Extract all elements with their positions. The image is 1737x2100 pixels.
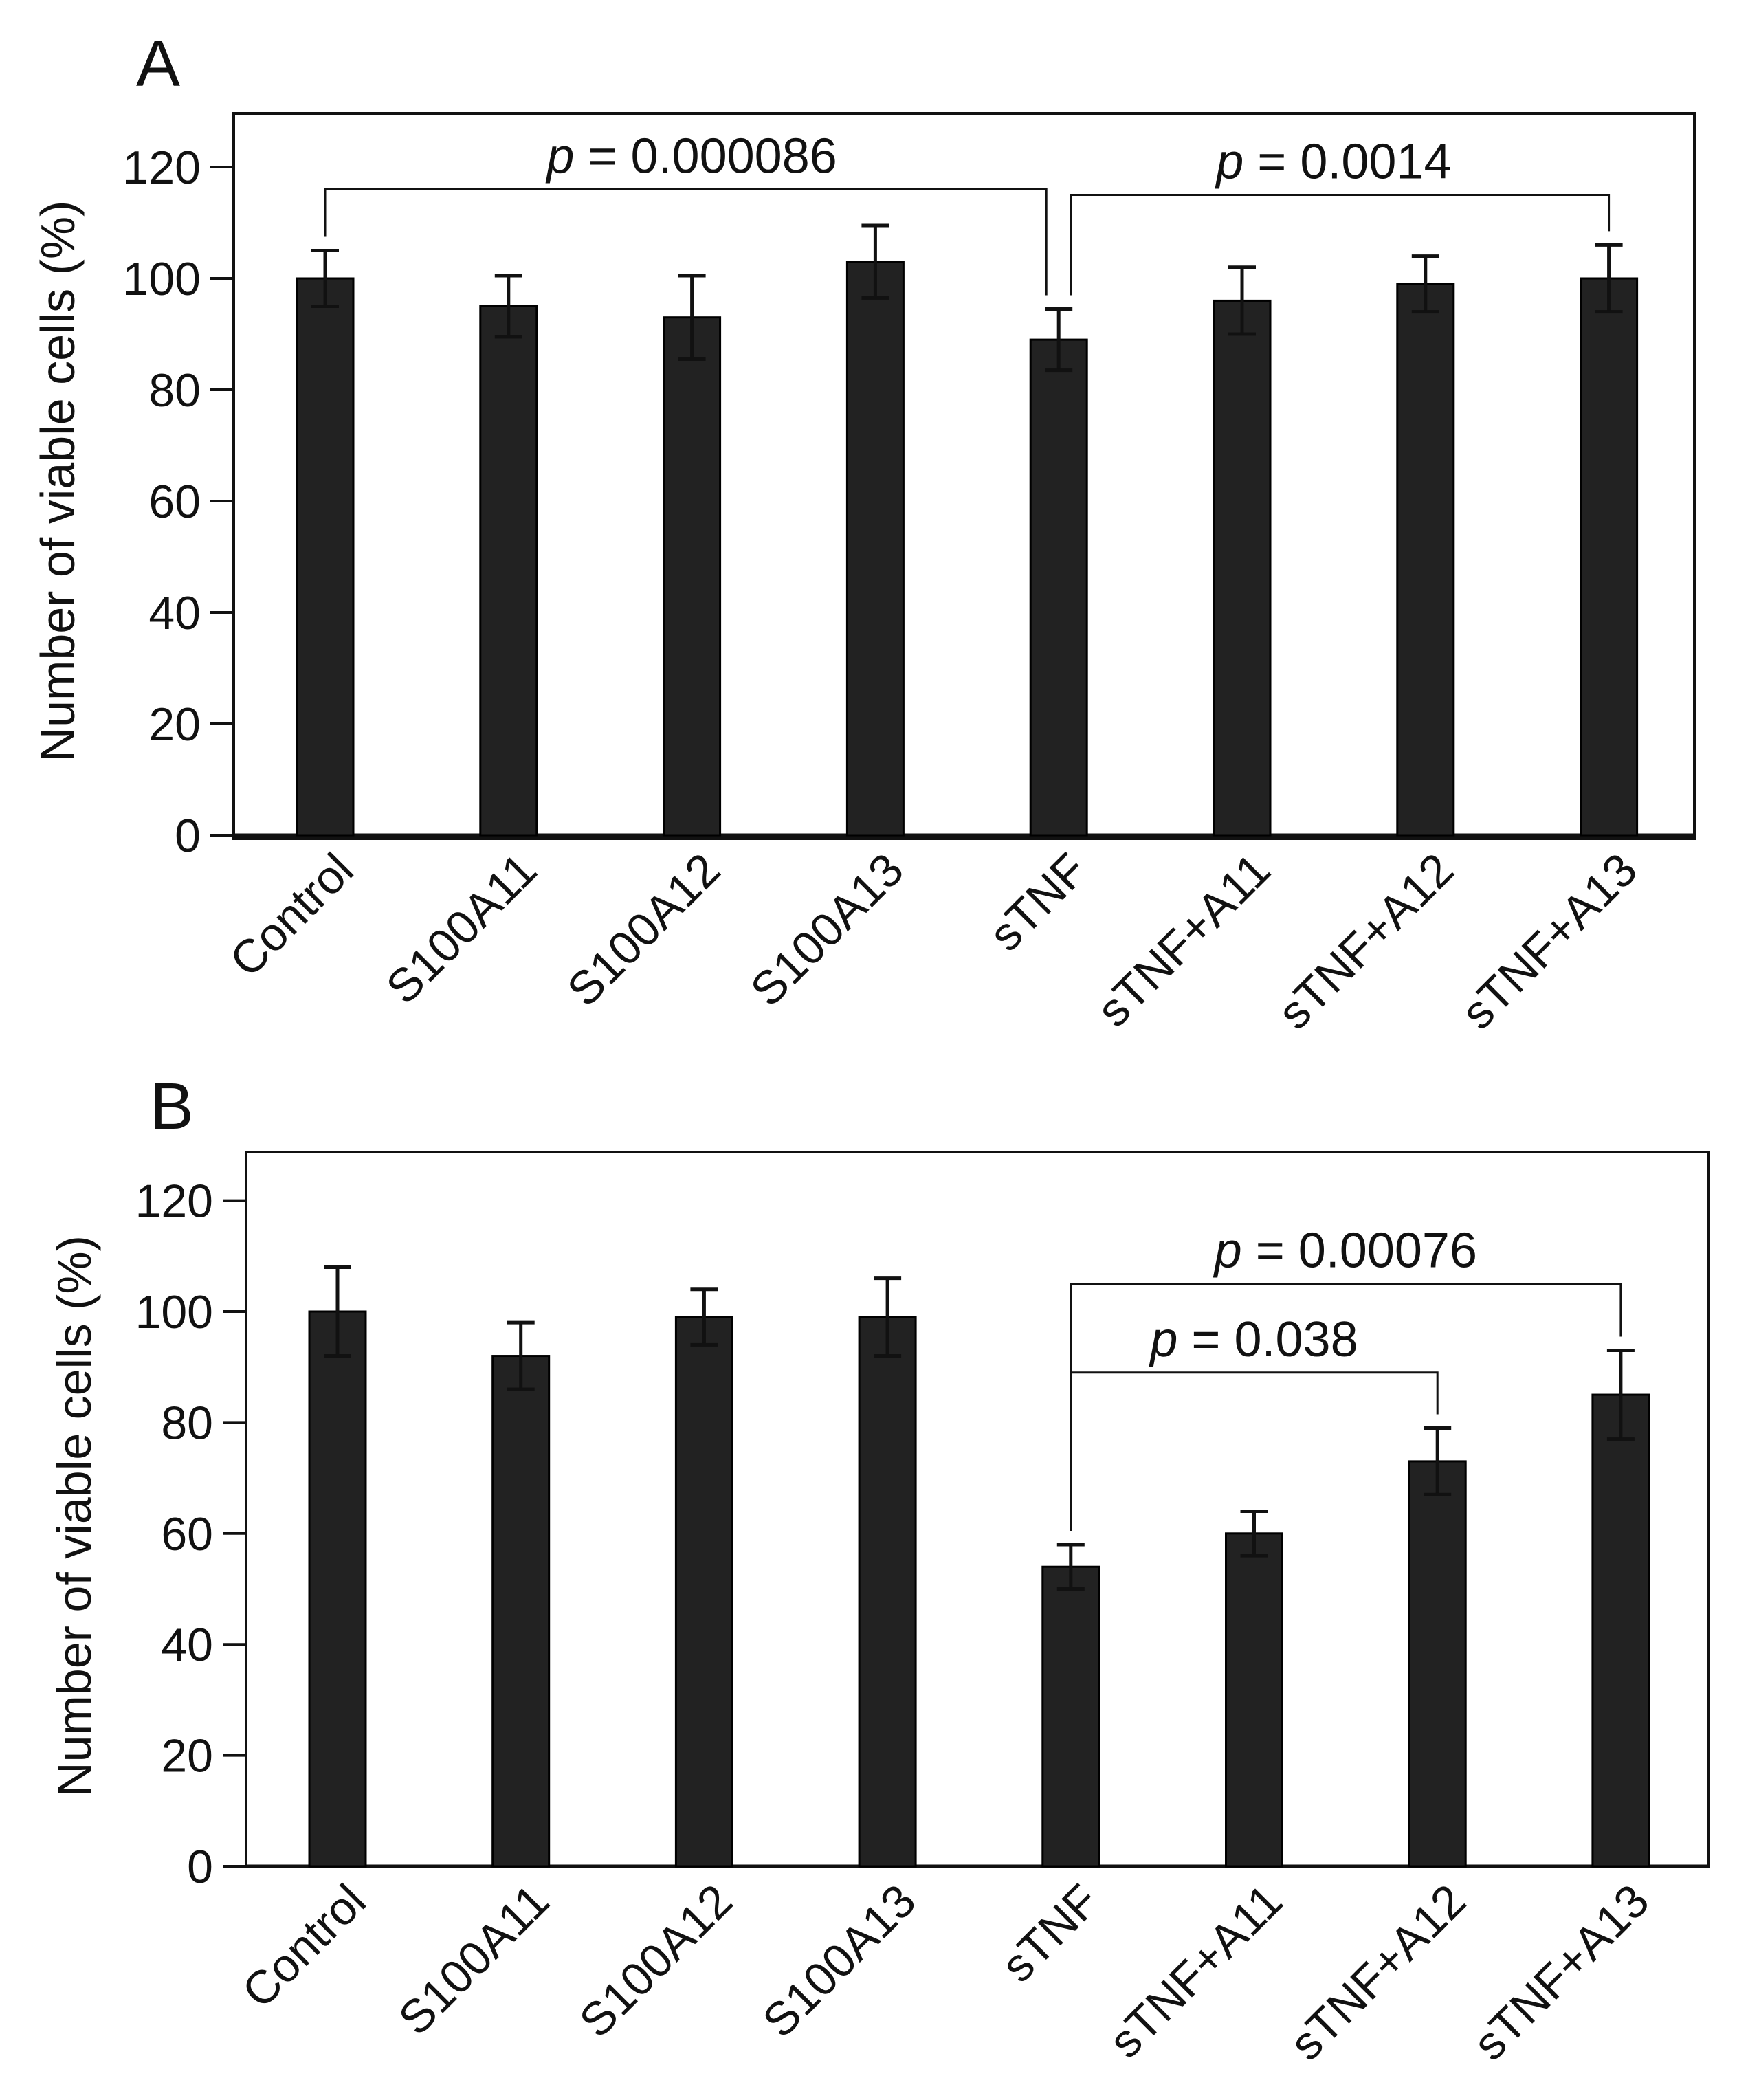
y-tick-label: 80	[161, 1397, 213, 1449]
bar-stnf-plus-a11	[1213, 299, 1272, 837]
category-label: sTNF+A12	[1280, 1875, 1476, 2070]
significance-label: p = 0.038	[1149, 1312, 1358, 1367]
y-tick-label: 80	[148, 364, 201, 417]
y-tick-label: 100	[135, 1286, 213, 1338]
y-tick-label: 100	[123, 253, 201, 305]
plot-frame	[232, 112, 1696, 840]
panel-b: B 0 20 40 60 80 100 120 Number of viable cells (…	[47, 1070, 1710, 2070]
plot-frame	[245, 1151, 1710, 1868]
y-tick-label: 40	[148, 587, 201, 639]
y-tick-label: 0	[187, 1841, 213, 1893]
y-tick-label: 20	[148, 698, 201, 751]
bar-stnf-plus-a12	[1408, 1460, 1467, 1868]
bar-s100a13	[845, 261, 905, 837]
category-label: S100A13	[753, 1875, 926, 2048]
significance-bracket	[324, 188, 1048, 296]
bar-control	[296, 277, 355, 837]
category-label: S100A11	[388, 1875, 559, 2045]
bar-stnf-plus-a11	[1225, 1532, 1283, 1868]
bar-s100a13	[858, 1316, 917, 1868]
significance-label: p = 0.0014	[1215, 135, 1451, 190]
category-label: S100A11	[376, 843, 546, 1014]
bar-s100a12	[663, 316, 722, 837]
y-tick-label: 60	[148, 476, 201, 528]
panel-a: A 0 20 40 60 80 100 120 Number of viable cells (…	[31, 27, 1696, 1039]
y-tick-label: 120	[123, 142, 201, 194]
bar-stnf	[1041, 1565, 1100, 1868]
category-label: sTNF+A13	[1463, 1875, 1659, 2070]
y-tick-label: 120	[135, 1175, 213, 1228]
significance-bracket	[1070, 194, 1611, 296]
bar-stnf-plus-a13	[1580, 277, 1639, 837]
category-label: Control	[232, 1875, 376, 2018]
significance-label: p = 0.00076	[1213, 1224, 1477, 1279]
panel-letter: B	[150, 1070, 194, 1143]
category-label: S100A12	[557, 843, 731, 1017]
category-label: sTNF+A11	[1099, 1875, 1292, 2068]
bar-s100a11	[491, 1355, 551, 1868]
y-tick-label: 0	[175, 810, 201, 862]
category-label: sTNF+A11	[1087, 843, 1280, 1037]
y-tick-label: 60	[161, 1508, 213, 1560]
category-label: sTNF	[980, 843, 1097, 961]
bar-stnf-plus-a12	[1396, 283, 1455, 837]
bar-stnf-plus-a13	[1591, 1393, 1650, 1868]
category-label: sTNF	[991, 1875, 1109, 1992]
y-tick-label: 20	[161, 1730, 213, 1782]
category-label: sTNF+A12	[1268, 843, 1464, 1039]
bar-stnf	[1029, 338, 1088, 837]
category-label: sTNF+A13	[1451, 843, 1647, 1039]
category-label: S100A12	[569, 1875, 742, 2048]
y-axis-title: Number of viable cells (%)	[47, 1235, 101, 1797]
bar-s100a11	[479, 305, 538, 837]
category-label: Control	[220, 843, 364, 987]
bar-control	[308, 1310, 367, 1868]
significance-bracket	[1070, 1371, 1439, 1531]
y-axis-title: Number of viable cells (%)	[31, 201, 85, 762]
category-label: S100A13	[740, 843, 914, 1017]
significance-label: p = 0.000086	[545, 129, 837, 184]
panel-letter: A	[136, 27, 180, 100]
y-tick-label: 40	[161, 1619, 213, 1671]
bar-s100a12	[674, 1316, 733, 1868]
